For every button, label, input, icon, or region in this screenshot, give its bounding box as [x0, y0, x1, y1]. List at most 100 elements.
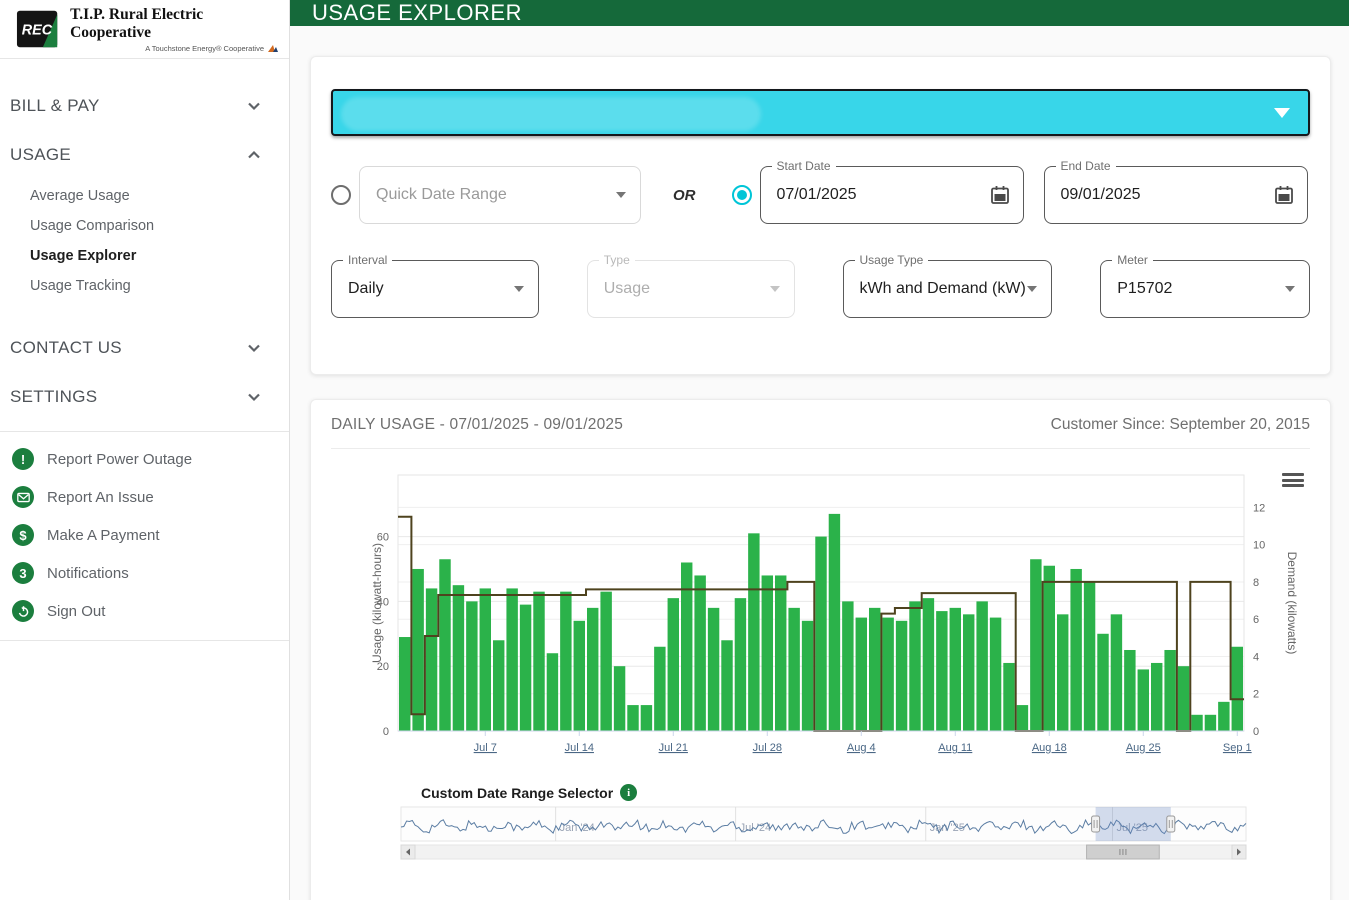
x-axis-date-label[interactable]: Jul 21: [659, 742, 688, 754]
usage-bar[interactable]: [748, 533, 759, 731]
usage-bar[interactable]: [1232, 647, 1243, 731]
usage-bar[interactable]: [856, 618, 867, 731]
usage-bar[interactable]: [923, 598, 934, 731]
quick-date-range-radio[interactable]: [331, 185, 351, 205]
navigator-handle[interactable]: [1167, 816, 1175, 832]
sidebar-item-usage-tracking[interactable]: Usage Tracking: [0, 271, 289, 301]
usage-bar[interactable]: [950, 608, 961, 731]
usage-bar[interactable]: [762, 575, 773, 731]
usage-bar[interactable]: [1017, 705, 1028, 731]
usage-bar[interactable]: [976, 601, 987, 731]
usage-bar[interactable]: [1164, 650, 1175, 731]
usage-bar[interactable]: [1138, 669, 1149, 731]
sidebar-item-settings[interactable]: SETTINGS: [0, 372, 289, 421]
usage-bar[interactable]: [882, 618, 893, 731]
x-axis-date-label[interactable]: Jul 14: [565, 742, 594, 754]
sign-out-button[interactable]: Sign Out: [0, 592, 289, 630]
usage-bar[interactable]: [694, 575, 705, 731]
usage-bar[interactable]: [775, 575, 786, 731]
usage-bar[interactable]: [506, 588, 517, 731]
sidebar-item-contact-us[interactable]: CONTACT US: [0, 323, 289, 372]
usage-bar[interactable]: [788, 608, 799, 731]
usage-bar[interactable]: [842, 601, 853, 731]
usage-bar[interactable]: [990, 618, 1001, 731]
usage-bar[interactable]: [963, 614, 974, 731]
usage-bar[interactable]: [1097, 634, 1108, 731]
usage-bar[interactable]: [426, 588, 437, 731]
usage-bar[interactable]: [466, 601, 477, 731]
usage-bar[interactable]: [829, 514, 840, 731]
usage-bar[interactable]: [574, 621, 585, 731]
calendar-icon[interactable]: [989, 184, 1011, 206]
start-date-field[interactable]: Start Date 07/01/2025: [760, 166, 1024, 224]
usage-bar[interactable]: [1044, 566, 1055, 731]
usage-bar[interactable]: [1030, 559, 1041, 731]
calendar-icon[interactable]: [1273, 184, 1295, 206]
quick-date-range-select[interactable]: Quick Date Range: [359, 166, 641, 224]
x-axis-date-label[interactable]: Aug 4: [847, 742, 876, 754]
info-icon[interactable]: i: [620, 784, 637, 801]
usage-bar[interactable]: [681, 562, 692, 731]
date-range-navigator[interactable]: Jan '24Jul '24Jan '25Jul '25: [331, 805, 1311, 865]
usage-bar[interactable]: [1057, 614, 1068, 731]
custom-date-range-radio[interactable]: [732, 185, 752, 205]
usage-bar[interactable]: [1084, 582, 1095, 731]
usage-bar[interactable]: [627, 705, 638, 731]
usage-bar[interactable]: [1111, 614, 1122, 731]
usage-bar[interactable]: [399, 637, 410, 731]
usage-bar[interactable]: [480, 588, 491, 731]
interval-select[interactable]: Interval Daily: [331, 260, 539, 318]
x-axis-date-label[interactable]: Aug 11: [938, 742, 972, 754]
navigator-selection[interactable]: [1096, 807, 1171, 841]
usage-bar[interactable]: [1178, 666, 1189, 731]
usage-bar[interactable]: [815, 537, 826, 731]
x-axis-date-label[interactable]: Sep 1: [1223, 742, 1252, 754]
usage-bar[interactable]: [936, 611, 947, 731]
usage-bar[interactable]: [896, 621, 907, 731]
usage-bar[interactable]: [1124, 650, 1135, 731]
brand-logo-row[interactable]: REC T.I.P. Rural Electric Cooperative A …: [0, 0, 289, 59]
x-axis-date-label[interactable]: Jul 7: [474, 742, 497, 754]
usage-bar[interactable]: [547, 653, 558, 731]
usage-bar[interactable]: [668, 598, 679, 731]
usage-bar[interactable]: [721, 640, 732, 731]
navigator-handle[interactable]: [1092, 816, 1100, 832]
usage-bar[interactable]: [1151, 663, 1162, 731]
usage-bar[interactable]: [533, 592, 544, 731]
usage-bar[interactable]: [1003, 663, 1014, 731]
usage-bar[interactable]: [1218, 702, 1229, 731]
sidebar-item-bill-and-pay[interactable]: BILL & PAY: [0, 81, 289, 130]
usage-bar[interactable]: [600, 592, 611, 731]
meter-select[interactable]: Meter P15702: [1100, 260, 1310, 318]
usage-bar[interactable]: [641, 705, 652, 731]
report-an-issue-button[interactable]: Report An Issue: [0, 478, 289, 516]
end-date-field[interactable]: End Date 09/01/2025: [1044, 166, 1308, 224]
usage-bar[interactable]: [735, 598, 746, 731]
usage-bar[interactable]: [614, 666, 625, 731]
usage-bar[interactable]: [1205, 715, 1216, 731]
report-power-outage-button[interactable]: ! Report Power Outage: [0, 440, 289, 478]
usage-bar[interactable]: [412, 569, 423, 731]
x-axis-date-label[interactable]: Aug 18: [1032, 742, 1067, 754]
chart-context-menu-icon[interactable]: [1282, 471, 1304, 489]
sidebar-item-average-usage[interactable]: Average Usage: [0, 181, 289, 211]
usage-bar[interactable]: [493, 640, 504, 731]
usage-bar[interactable]: [654, 647, 665, 731]
sidebar-item-usage[interactable]: USAGE: [0, 130, 289, 179]
account-selector-dropdown[interactable]: [331, 89, 1310, 136]
usage-bar[interactable]: [708, 608, 719, 731]
usage-bar[interactable]: [520, 605, 531, 731]
sidebar-item-usage-comparison[interactable]: Usage Comparison: [0, 211, 289, 241]
usage-bar[interactable]: [1191, 715, 1202, 731]
make-a-payment-button[interactable]: $ Make A Payment: [0, 516, 289, 554]
usage-type-select[interactable]: Usage Type kWh and Demand (kW): [843, 260, 1053, 318]
usage-bar[interactable]: [869, 608, 880, 731]
notifications-button[interactable]: 3 Notifications: [0, 554, 289, 592]
usage-bar[interactable]: [587, 608, 598, 731]
x-axis-date-label[interactable]: Jul 28: [753, 742, 782, 754]
usage-bar[interactable]: [560, 592, 571, 731]
sidebar-item-usage-explorer[interactable]: Usage Explorer: [0, 241, 289, 271]
usage-bar[interactable]: [453, 585, 464, 731]
usage-bar[interactable]: [909, 601, 920, 731]
usage-bar[interactable]: [1070, 569, 1081, 731]
